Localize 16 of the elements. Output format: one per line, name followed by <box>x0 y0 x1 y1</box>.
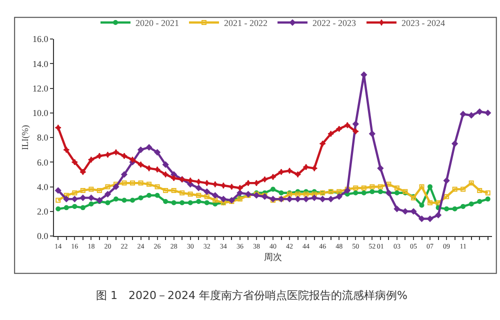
legend-label: 2021 - 2022 <box>224 18 268 28</box>
y-tick-label: 12.0 <box>32 83 49 94</box>
legend-label: 2023 - 2024 <box>401 18 446 28</box>
y-tick-label: 16.0 <box>32 34 49 44</box>
y-tick-label: 6.0 <box>36 157 49 168</box>
y-tick-label: 14.0 <box>32 58 49 69</box>
y-tick-label: 2.0 <box>36 206 49 217</box>
x-axis-title: 周次 <box>264 252 282 262</box>
y-tick-label: 4.0 <box>36 182 49 192</box>
y-tick-label: 10.0 <box>32 108 49 118</box>
y-axis-title: ILI(%) <box>20 125 30 150</box>
caption: 图 1 2020－2024 年度南方省份哨点医院报告的流感样病例% <box>96 289 408 302</box>
y-tick-label: 0.0 <box>36 231 49 242</box>
legend-label: 2020 - 2021 <box>136 18 179 28</box>
y-tick-label: 8.0 <box>36 132 49 143</box>
legend-label: 2022 - 2023 <box>312 18 356 28</box>
